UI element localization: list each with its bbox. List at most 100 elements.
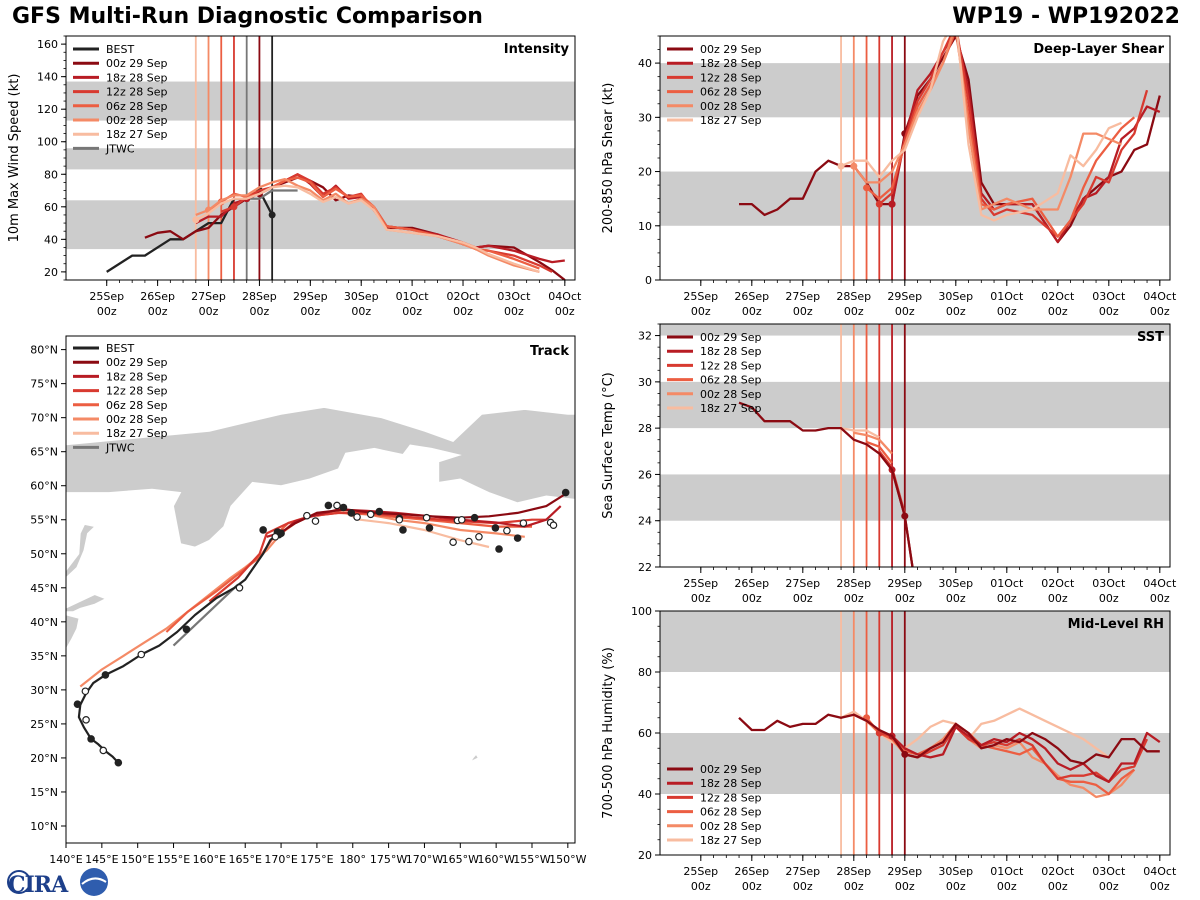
track-point-open	[303, 511, 311, 520]
sst-y-tick-label: 30	[638, 376, 652, 389]
intensity-x-tick-label: 00z	[300, 305, 320, 318]
track-line	[77, 530, 282, 764]
sst-series-line	[866, 440, 893, 464]
track-lon-label: 170°E	[264, 853, 297, 866]
shear-legend-label: 00z 29 Sep	[700, 43, 762, 56]
sst-x-tick-label: 04Oct	[1143, 577, 1177, 590]
track-point-open	[366, 510, 375, 519]
track-point-open	[81, 687, 90, 696]
intensity-category-band	[66, 200, 575, 250]
rh-x-tick-label: 00z	[844, 880, 864, 893]
track-point-filled	[495, 545, 503, 553]
sst-x-tick-label: 02Oct	[1041, 577, 1075, 590]
land-mass	[66, 407, 575, 548]
sst-x-tick-label: 29Sep	[887, 577, 922, 590]
intensity-plot-area	[66, 36, 575, 280]
intensity-panel: 20 40 60 80 100 120 140 160 25Sep 00z 26Sep 00z 27Se…	[7, 35, 582, 318]
intensity-x-tick-label: 00z	[351, 305, 371, 318]
rh-x-tick-label: 00z	[691, 880, 711, 893]
track-point-open	[82, 716, 90, 724]
track-point-open	[353, 513, 361, 521]
intensity-x-tick-label: 00z	[453, 305, 473, 318]
shear-x-tick-label: 28Sep	[836, 290, 871, 303]
sst-x-tick-label: 00z	[1099, 592, 1119, 605]
track-lat-label: 45°N	[30, 582, 58, 595]
track-point-filled	[259, 526, 267, 534]
intensity-y-axis-label: 10m Max Wind Speed (kt)	[7, 74, 22, 243]
sst-x-tick-label: 26Sep	[734, 577, 769, 590]
track-lon-label: 150°E	[121, 853, 154, 866]
shear-x-tick-label: 26Sep	[734, 290, 769, 303]
track-legend-label: JTWC	[105, 441, 135, 454]
figure-title: GFS Multi-Run Diagnostic Comparison	[12, 4, 483, 29]
shear-x-tick-label: 02Oct	[1041, 290, 1075, 303]
track-line	[172, 583, 239, 647]
sst-y-tick-label: 26	[638, 468, 652, 481]
track-lon-label: 165°E	[228, 853, 261, 866]
sst-x-tick-label: 00z	[895, 592, 915, 605]
sst-x-tick-label: 00z	[946, 592, 966, 605]
sst-x-tick-label: 28Sep	[836, 577, 871, 590]
sst-series-line	[738, 401, 914, 567]
track-lon-label: 150°W	[549, 853, 586, 866]
track-lat-label: 75°N	[30, 378, 58, 391]
track-lat-label: 30°N	[30, 684, 58, 697]
track-lon-label: 155°W	[513, 853, 550, 866]
track-legend-label: 18z 28 Sep	[106, 370, 168, 383]
shear-series-line	[840, 36, 1122, 222]
rh-panel: 20 40 60 80 100 25Sep 00z 26Sep 00z 27Sep 00z 28Sep…	[601, 605, 1177, 893]
track-point-filled	[491, 524, 500, 532]
track-point-open	[271, 532, 280, 541]
rh-y-tick-label: 40	[638, 788, 652, 801]
track-lat-label: 35°N	[30, 650, 58, 663]
intensity-legend-label: BEST	[106, 43, 134, 56]
rh-x-tick-label: 00z	[742, 880, 762, 893]
shear-panel-title: Deep-Layer Shear	[1033, 42, 1164, 57]
logo-swoosh-icon	[81, 877, 107, 885]
track-point-open	[449, 538, 457, 547]
intensity-x-tick-label: 02Oct	[447, 290, 481, 303]
track-lat-label: 10°N	[30, 820, 58, 833]
rh-series-line	[738, 713, 1160, 765]
rh-x-tick-label: 00z	[997, 880, 1017, 893]
sst-x-tick-label: 27Sep	[785, 577, 820, 590]
rh-legend-label: 18z 27 Sep	[700, 834, 762, 847]
shear-x-tick-label: 00z	[844, 305, 864, 318]
intensity-legend-label: 18z 27 Sep	[106, 128, 168, 141]
track-point-filled	[182, 625, 191, 634]
shear-x-tick-label: 00z	[793, 305, 813, 318]
track-point-filled	[114, 758, 123, 767]
track-point-open	[395, 515, 404, 524]
sst-plot-area	[660, 324, 1170, 567]
track-lat-label: 25°N	[30, 718, 58, 731]
track-lon-label: 155°E	[157, 853, 190, 866]
sst-legend-label: 00z 28 Sep	[700, 388, 762, 401]
intensity-series-line	[195, 177, 540, 274]
track-legend-label: 06z 28 Sep	[106, 399, 168, 412]
rh-series-line	[840, 707, 1110, 759]
track-point-filled	[73, 700, 82, 708]
track-legend-label: 12z 28 Sep	[106, 385, 168, 398]
sst-x-tick-label: 00z	[1048, 592, 1068, 605]
shear-x-tick-label: 00z	[742, 305, 762, 318]
track-lon-label: 145°E	[85, 853, 118, 866]
rh-y-tick-label: 60	[638, 727, 652, 740]
intensity-x-tick-label: 25Sep	[89, 290, 124, 303]
track-point-filled	[87, 735, 95, 743]
track-point-open	[519, 519, 528, 527]
track-point-open	[465, 537, 473, 546]
intensity-y-tick-label: 140	[37, 71, 58, 84]
sst-legend-label: 18z 28 Sep	[700, 345, 762, 358]
land-mass	[66, 614, 80, 650]
rh-x-tick-label: 29Sep	[887, 865, 922, 878]
shear-series-line	[852, 36, 1122, 211]
sst-panel: 22 24 26 28 30 32 25Sep 00z 26Sep 00z 27Sep 00z 28Se…	[601, 323, 1177, 605]
shear-data-point	[875, 200, 883, 208]
sst-y-tick-label: 28	[638, 422, 652, 435]
shear-legend-label: 18z 27 Sep	[700, 114, 762, 127]
track-lon-label: 160°W	[477, 853, 514, 866]
intensity-legend-label: 00z 28 Sep	[106, 114, 168, 127]
shear-x-tick-label: 00z	[946, 305, 966, 318]
